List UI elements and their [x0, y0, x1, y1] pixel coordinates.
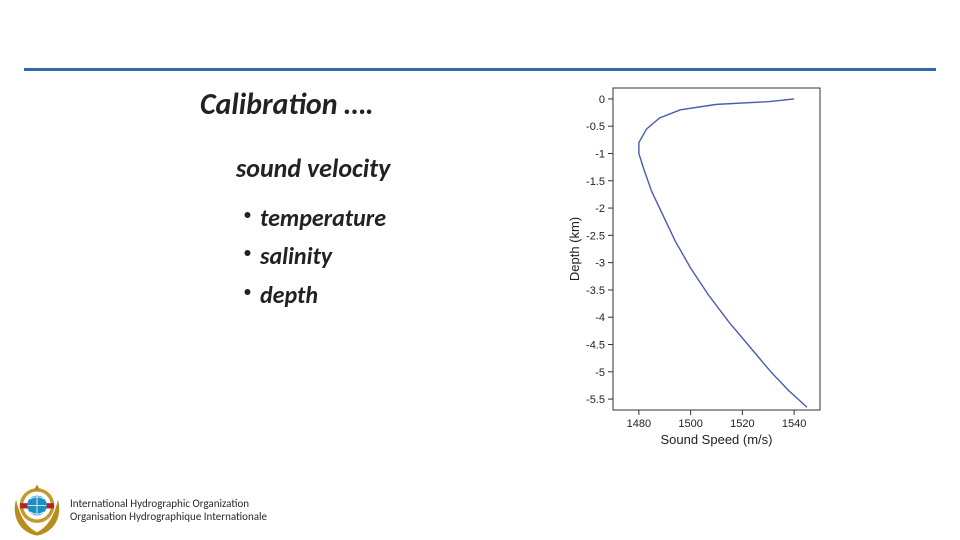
svg-text:-4.5: -4.5: [586, 340, 605, 352]
svg-text:-5.5: -5.5: [586, 394, 605, 406]
svg-text:1540: 1540: [782, 418, 806, 430]
bullet-text: temperature: [260, 200, 386, 238]
bullet-item: •depth: [244, 277, 386, 315]
svg-text:Sound Speed (m/s): Sound Speed (m/s): [660, 432, 772, 447]
footer-line-2: Organisation Hydrographique Internationa…: [70, 510, 267, 524]
slide-subtitle: sound velocity: [236, 152, 390, 184]
svg-text:-2.5: -2.5: [586, 230, 605, 242]
svg-text:1500: 1500: [678, 418, 702, 430]
svg-text:-2: -2: [595, 203, 605, 215]
bullet-text: depth: [260, 277, 318, 315]
bullet-item: •salinity: [244, 238, 386, 276]
svg-text:-3.5: -3.5: [586, 285, 605, 297]
svg-text:Depth (km): Depth (km): [567, 217, 582, 281]
bullet-list: •temperature •salinity •depth: [244, 200, 386, 315]
svg-text:-5: -5: [595, 367, 605, 379]
svg-text:-0.5: -0.5: [586, 121, 605, 133]
iho-logo: [8, 480, 66, 538]
slide-title: Calibration ….: [200, 86, 374, 123]
svg-text:-1.5: -1.5: [586, 176, 605, 188]
svg-text:0: 0: [599, 94, 605, 106]
svg-text:-1: -1: [595, 148, 605, 160]
footer: International Hydrographic Organization …: [70, 497, 267, 525]
svg-text:-3: -3: [595, 258, 605, 270]
svg-text:1480: 1480: [627, 418, 651, 430]
bullet-text: salinity: [260, 238, 332, 276]
sound-speed-chart: 1480 1500 1520 1540 0 -0.5 -1 -1.5 -2 -2.5 -3 -3.5 -…: [565, 80, 830, 450]
wreath-icon: [15, 485, 60, 536]
footer-line-1: International Hydrographic Organization: [70, 497, 267, 511]
header-rule: [24, 68, 936, 71]
bullet-item: •temperature: [244, 200, 386, 238]
svg-text:-4: -4: [595, 312, 605, 324]
svg-text:1520: 1520: [730, 418, 754, 430]
